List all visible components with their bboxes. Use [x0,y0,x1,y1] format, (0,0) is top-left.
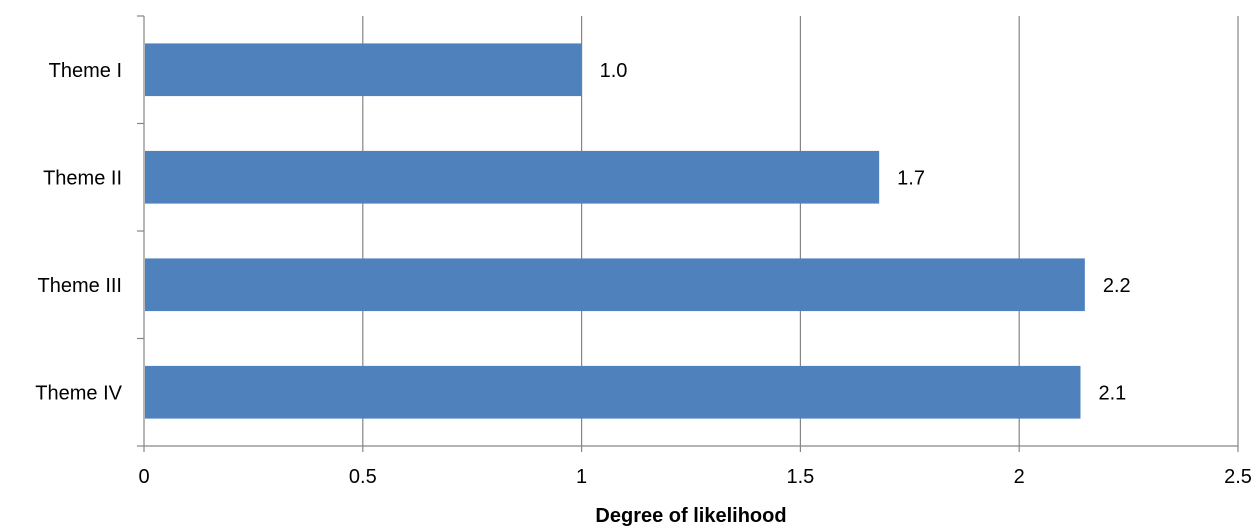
category-labels: Theme I Theme II Theme III Theme IV [35,60,122,405]
data-label: 2.1 [1098,382,1126,404]
category-label: Theme II [43,167,122,189]
data-label: 1.7 [897,167,925,189]
axes [143,16,1238,447]
bar [145,258,1085,312]
x-tick-label: 0 [138,466,149,488]
x-tick-label: 2.5 [1224,466,1252,488]
x-axis-title: Degree of likelihood [595,505,786,527]
bar [145,43,582,97]
bar [145,150,880,204]
x-tick-label: 1 [576,466,587,488]
data-labels: 1.0 1.7 2.2 2.1 [600,60,1131,405]
x-tick-label: 0.5 [349,466,377,488]
x-tick-label: 2 [1014,466,1025,488]
data-label: 2.2 [1103,275,1131,297]
x-tick-label: 1.5 [786,466,814,488]
category-label: Theme IV [35,382,122,404]
data-label: 1.0 [600,60,628,82]
category-label: Theme III [38,275,122,297]
bars [145,43,1085,419]
x-tick-labels: 0 0.5 1 1.5 2 2.5 [138,466,1251,488]
bar [145,365,1081,419]
category-label: Theme I [49,60,122,82]
